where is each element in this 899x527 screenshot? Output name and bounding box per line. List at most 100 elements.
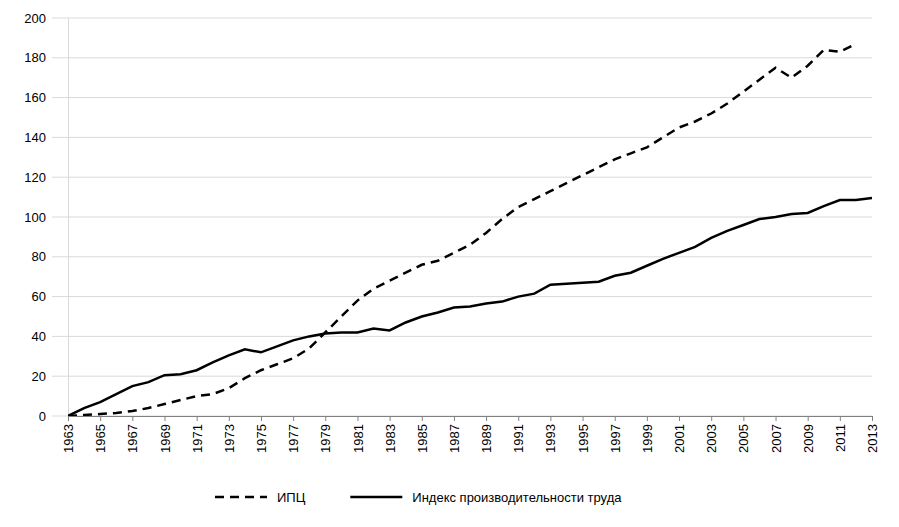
grid — [52, 18, 872, 416]
x-tick-mark — [197, 416, 198, 421]
x-tick-mark — [615, 416, 616, 421]
y-tick-label: 140 — [24, 130, 46, 145]
y-tick-label: 120 — [24, 170, 46, 185]
x-tick: 1975 — [254, 416, 269, 453]
y-tick: 100 — [24, 210, 68, 225]
y-tick: 60 — [32, 289, 68, 304]
x-tick: 1977 — [286, 416, 301, 453]
x-tick: 2011 — [833, 416, 848, 452]
x-tick-label: 1981 — [350, 424, 365, 453]
x-tick: 1969 — [158, 416, 173, 453]
chart: 0 20 40 60 80 100 120 140 160 180 200 1963 1965 1967 1… — [0, 0, 899, 527]
x-tick-mark — [100, 416, 101, 421]
y-tick: 160 — [24, 90, 68, 105]
x-tick: 1995 — [576, 416, 591, 453]
x-tick-label: 1967 — [125, 424, 140, 453]
legend-swatch — [350, 496, 402, 499]
x-tick: 1973 — [222, 416, 237, 453]
legend-swatch — [215, 496, 267, 499]
legend: ИПЦ Индекс производительности труда — [215, 490, 622, 505]
x-tick-mark — [229, 416, 230, 421]
x-tick-label: 1985 — [415, 424, 430, 453]
y-tick: 140 — [24, 130, 68, 145]
x-tick-label: 2001 — [672, 424, 687, 453]
y-tick-label: 200 — [24, 11, 46, 26]
x-tick-mark — [840, 416, 841, 421]
legend-label: Индекс производительности труда — [412, 490, 622, 505]
y-tick: 80 — [32, 249, 68, 264]
y-tick-label: 40 — [32, 329, 46, 344]
x-tick-label: 1979 — [318, 424, 333, 453]
x-tick-mark — [357, 416, 358, 421]
x-tick: 1993 — [543, 416, 558, 453]
x-tick-label: 2003 — [704, 424, 719, 453]
x-tick: 2007 — [769, 416, 784, 453]
legend-item: ИПЦ — [215, 490, 306, 505]
grid-line — [52, 137, 872, 138]
series-line — [68, 44, 856, 416]
legend-item: Индекс производительности труда — [350, 490, 622, 505]
x-tick-label: 1999 — [640, 424, 655, 453]
y-tick-label: 60 — [32, 289, 46, 304]
x-tick-label: 1983 — [383, 424, 398, 453]
grid-line — [52, 296, 872, 297]
x-tick-label: 1975 — [254, 424, 269, 453]
x-tick-mark — [743, 416, 744, 421]
x-tick-label: 1969 — [158, 424, 173, 453]
x-tick: 1965 — [93, 416, 108, 453]
x-tick: 1981 — [350, 416, 365, 453]
y-tick-label: 0 — [39, 409, 46, 424]
x-tick: 1983 — [383, 416, 398, 453]
x-tick-label: 2009 — [801, 424, 816, 453]
grid-line — [52, 177, 872, 178]
x-tick: 1967 — [125, 416, 140, 453]
x-tick: 1979 — [318, 416, 333, 453]
x-axis-line — [69, 417, 873, 422]
x-tick: 1989 — [479, 416, 494, 453]
x-tick-mark — [132, 416, 133, 421]
x-tick: 1999 — [640, 416, 655, 453]
x-tick-label: 1995 — [576, 424, 591, 453]
x-tick-mark — [518, 416, 519, 421]
x-tick-mark — [164, 416, 165, 421]
y-axis-line — [68, 19, 69, 417]
grid-line — [52, 376, 872, 377]
x-tick-label: 1963 — [61, 424, 76, 453]
x-tick-label: 1993 — [543, 424, 558, 453]
grid-line — [52, 217, 872, 218]
x-tick: 2005 — [736, 416, 751, 453]
x-tick-mark — [711, 416, 712, 421]
background — [0, 0, 899, 527]
y-tick-label: 180 — [24, 50, 46, 65]
x-tick-label: 2013 — [865, 424, 880, 453]
x-tick-mark — [486, 416, 487, 421]
x-tick-label: 2007 — [769, 424, 784, 453]
x-tick-label: 1965 — [93, 424, 108, 453]
x-tick-label: 1977 — [286, 424, 301, 453]
x-tick: 2009 — [801, 416, 816, 453]
grid-line — [52, 18, 872, 19]
x-tick-mark — [422, 416, 423, 421]
x-tick-mark — [68, 416, 69, 421]
y-tick: 0 — [39, 409, 68, 424]
x-tick-label: 2011 — [833, 424, 848, 452]
grid-line — [52, 336, 872, 337]
x-tick: 2001 — [672, 416, 687, 453]
x-tick-mark — [325, 416, 326, 421]
x-tick-mark — [454, 416, 455, 421]
x-tick: 1997 — [608, 416, 623, 453]
grid-line — [52, 256, 872, 257]
y-tick: 20 — [32, 369, 68, 384]
x-tick: 2003 — [704, 416, 719, 453]
x-tick: 1985 — [415, 416, 430, 453]
x-tick-mark — [776, 416, 777, 421]
x-tick: 1963 — [61, 416, 76, 453]
x-tick-mark — [261, 416, 262, 421]
x-tick: 1987 — [447, 416, 462, 453]
y-axis: 0 20 40 60 80 100 120 140 160 180 200 — [24, 11, 68, 424]
x-tick-mark — [390, 416, 391, 421]
x-tick-mark — [679, 416, 680, 421]
x-tick-label: 1991 — [511, 424, 526, 453]
x-tick-mark — [647, 416, 648, 421]
y-tick: 180 — [24, 50, 68, 65]
